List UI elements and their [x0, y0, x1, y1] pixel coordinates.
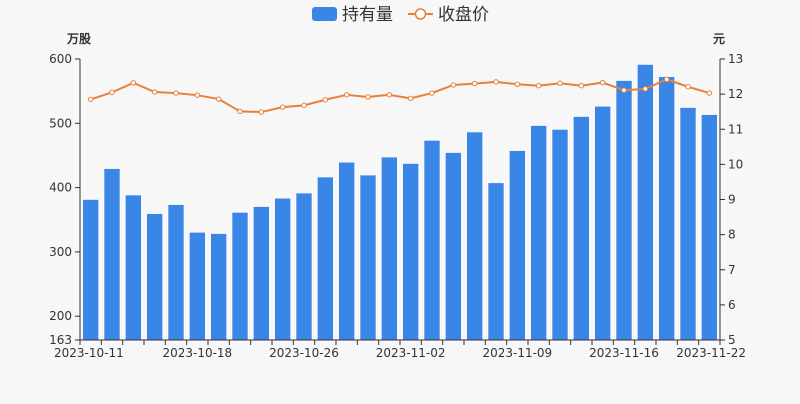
close-price-point [258, 109, 265, 115]
holding-bar [680, 107, 696, 340]
holding-bar [296, 193, 312, 340]
holding-bar [253, 206, 270, 340]
holding-bar [189, 232, 206, 340]
holding-bar [509, 150, 526, 340]
holding-bar [616, 80, 632, 340]
x-tick-label: 2023-10-26 [269, 346, 339, 360]
holding-bar [530, 125, 547, 340]
y-right-tick-label: 10 [728, 157, 743, 171]
close-price-point [685, 84, 691, 90]
close-price-point [450, 82, 457, 88]
y-right-tick-label: 7 [728, 263, 736, 277]
close-price-point [535, 82, 542, 89]
close-price-point [514, 81, 521, 87]
axes: 163 200 300 400 500 600 5 6 7 8 9 10 11 12 13 2023-10-1… [49, 52, 746, 360]
y-right-tick-label: 5 [728, 333, 736, 347]
close-price-point [557, 80, 563, 86]
y-right-tick-label: 12 [728, 87, 743, 101]
close-price-point [343, 92, 350, 98]
holding-bar [381, 157, 398, 340]
y-right-tick-label: 11 [728, 122, 743, 136]
legend-bar-swatch [312, 7, 337, 21]
holding-bar [125, 195, 142, 340]
close-price-point [130, 80, 137, 86]
legend-label-close: 收盘价 [438, 5, 489, 25]
close-price-point [173, 90, 179, 96]
y-right-tick-label: 9 [728, 193, 736, 207]
close-price-line [90, 78, 710, 114]
holding-bar [573, 116, 590, 340]
holding-bar [594, 106, 611, 340]
close-price-point [386, 92, 393, 98]
holding-bar [146, 213, 163, 340]
y-left-tick-label: 400 [49, 181, 72, 195]
holding-bar [104, 168, 120, 340]
x-tick-label: 2023-10-11 [54, 346, 124, 360]
y-left-tick-label: 600 [49, 52, 72, 66]
holding-bar [466, 132, 483, 340]
holding-bar [168, 204, 184, 340]
close-price-point [663, 76, 670, 83]
x-tick-label: 2023-11-09 [482, 346, 552, 360]
x-tick-label: 2023-11-16 [589, 346, 659, 360]
close-price-point [429, 90, 435, 96]
y-right-tick-label: 8 [728, 228, 736, 242]
close-price-point [365, 94, 371, 100]
holding-bar [82, 199, 99, 340]
holding-bar [424, 140, 440, 340]
close-price-point [279, 104, 286, 110]
line-series [87, 76, 713, 115]
close-price-point [493, 79, 499, 85]
holding-bar [658, 77, 675, 340]
close-price-point [301, 102, 307, 109]
holding-bar [210, 233, 227, 340]
y-left-unit-label: 万股 [66, 31, 92, 46]
holding-bar [274, 198, 291, 340]
holding-bar [488, 183, 504, 340]
y-right-tick-label: 13 [728, 52, 743, 66]
x-tick-label: 2023-11-02 [376, 346, 446, 360]
y-left-tick-label: 163 [49, 333, 72, 347]
close-price-point [322, 97, 329, 103]
close-price-point [621, 87, 627, 93]
close-price-point [237, 108, 243, 115]
holding-bar [232, 212, 248, 340]
x-tick-label: 2023-10-18 [162, 346, 232, 360]
close-price-point [151, 89, 158, 95]
y-left-tick-label: 300 [49, 245, 72, 259]
close-price-point [599, 79, 606, 86]
y-right-unit-label: 元 [713, 32, 725, 46]
close-price-point [706, 90, 713, 96]
close-price-point [578, 82, 585, 89]
close-price-point [109, 89, 115, 96]
chart-legend: 持有量 收盘价 [312, 5, 489, 25]
y-right-tick-label: 6 [728, 298, 736, 312]
close-price-point [194, 92, 201, 98]
bar-series [82, 64, 718, 341]
holding-bar [338, 162, 355, 340]
holding-bar [701, 114, 718, 340]
holding-bar [360, 175, 376, 340]
close-price-point [471, 80, 478, 87]
close-price-point [407, 95, 414, 102]
legend-line-marker [414, 8, 427, 20]
y-left-tick-label: 200 [49, 309, 72, 323]
close-price-point [87, 96, 94, 103]
holding-bar [637, 64, 654, 341]
legend-label-holding: 持有量 [342, 5, 393, 25]
holding-bar [402, 163, 419, 340]
holding-bar [552, 129, 568, 340]
close-price-point [215, 96, 222, 102]
close-price-point [642, 86, 649, 92]
x-tick-label: 2023-11-22 [676, 346, 746, 360]
holding-bar [317, 177, 334, 340]
y-left-tick-label: 500 [49, 116, 72, 130]
holding-bar [445, 152, 462, 340]
